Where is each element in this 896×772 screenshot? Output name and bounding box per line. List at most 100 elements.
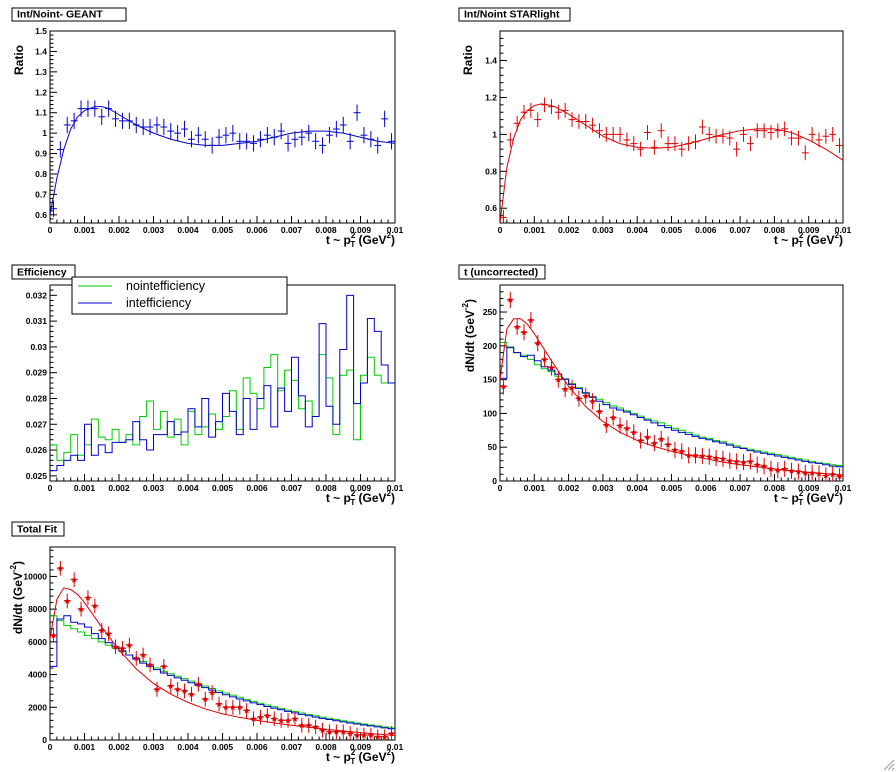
star-marker: [319, 727, 326, 734]
star-marker: [181, 687, 188, 694]
star-marker: [381, 733, 388, 740]
x-tick-label: 0.001: [524, 225, 546, 235]
resize-grip-icon: [883, 759, 895, 771]
y-tick-label: 6000: [28, 637, 47, 647]
data-point: [753, 123, 761, 139]
x-tick-label: 0.006: [246, 225, 268, 235]
star-marker: [278, 717, 285, 724]
plot-area: [50, 100, 395, 217]
chart-title-box: [11, 264, 76, 280]
data-point: [215, 129, 223, 146]
data-point: [91, 100, 99, 117]
star-marker: [521, 329, 528, 336]
data-point: [582, 387, 590, 404]
data-point: [174, 124, 182, 142]
y-tick-label: 0.9: [35, 149, 47, 159]
data-point: [222, 699, 230, 715]
y-tick-label: 0.025: [26, 471, 48, 481]
fit-curve: [50, 106, 395, 215]
star-marker: [202, 696, 209, 703]
plot-area: [500, 97, 843, 223]
star-marker: [658, 436, 665, 443]
star-marker: [360, 732, 367, 739]
y-tick-label: 0.6: [35, 210, 47, 220]
data-point: [167, 122, 175, 140]
star-marker: [747, 458, 754, 465]
star-marker: [367, 732, 374, 739]
star-marker: [374, 733, 381, 740]
data-point: [305, 124, 313, 142]
data-point: [671, 136, 679, 151]
y-axis-label: dN/dt (GeV-2): [461, 299, 477, 372]
data-point: [794, 130, 802, 146]
data-point: [388, 133, 395, 150]
x-tick-label: 0.01: [835, 483, 852, 493]
data-point: [788, 130, 795, 146]
y-tick-label: 1.4: [485, 56, 497, 66]
data-point: [801, 464, 809, 481]
data-point: [561, 380, 569, 398]
x-tick-label: 0.01: [387, 225, 404, 235]
data-point: [291, 711, 299, 727]
x-tick-label: 0: [498, 483, 503, 493]
star-marker: [78, 606, 85, 613]
y-tick-label: 8000: [28, 604, 47, 614]
star-marker: [802, 469, 809, 476]
x-tick-label: 0.005: [661, 483, 683, 493]
y-tick-label: 0.8: [35, 169, 47, 179]
data-point: [726, 452, 734, 469]
data-point: [132, 650, 140, 666]
y-tick-label: 250: [483, 307, 497, 317]
y-axis-label: Ratio: [12, 45, 26, 75]
data-point: [153, 681, 161, 697]
data-point: [257, 131, 264, 148]
data-point: [609, 409, 617, 426]
star-marker: [815, 470, 822, 477]
x-tick-label: 0.001: [74, 742, 96, 752]
star-marker: [188, 691, 195, 698]
data-point: [181, 683, 188, 699]
data-point: [298, 717, 306, 733]
star-marker: [354, 732, 361, 739]
histogram-blue: [50, 615, 395, 730]
data-point: [506, 291, 514, 308]
data-point: [733, 453, 741, 470]
y-tick-label: 1: [42, 128, 47, 138]
star-marker: [582, 392, 589, 399]
y-tick-label: 2000: [28, 702, 47, 712]
star-marker: [548, 364, 555, 371]
star-marker: [119, 645, 126, 652]
data-point: [836, 138, 843, 153]
star-marker: [91, 602, 98, 609]
x-tick-label: 0.003: [143, 225, 165, 235]
data-point: [360, 127, 368, 144]
x-tick-label: 0.009: [350, 225, 372, 235]
star-marker: [64, 597, 71, 604]
x-tick-label: 0.006: [246, 742, 268, 752]
star-marker: [105, 630, 112, 637]
x-tick-label: 0: [498, 225, 503, 235]
star-marker: [285, 717, 292, 724]
data-point: [753, 456, 761, 473]
data-point: [698, 119, 706, 135]
y-tick-label: 0: [492, 476, 497, 486]
data-point: [746, 136, 754, 151]
data-point: [808, 127, 816, 142]
star-marker: [713, 455, 720, 462]
star-marker: [617, 422, 624, 429]
data-point: [319, 722, 326, 738]
star-marker: [527, 317, 534, 324]
x-tick-label: 0.002: [558, 483, 580, 493]
data-point: [291, 131, 299, 148]
star-marker: [50, 632, 57, 639]
y-tick-label: 1.2: [35, 87, 47, 97]
y-tick-label: 100: [483, 408, 497, 418]
star-marker: [500, 383, 507, 390]
data-point: [541, 351, 549, 368]
data-point: [84, 590, 92, 606]
data-point: [589, 117, 597, 133]
plot-area: [500, 291, 843, 481]
data-point: [671, 441, 679, 459]
data-point: [112, 110, 119, 127]
data-point: [561, 103, 569, 118]
